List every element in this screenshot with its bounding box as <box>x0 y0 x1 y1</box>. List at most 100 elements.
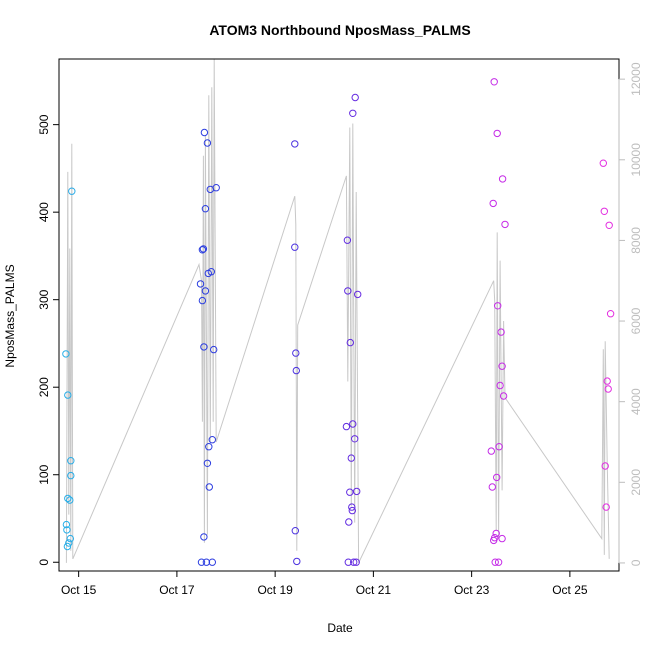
x-tick-label: Oct 23 <box>454 583 490 597</box>
x-tick-label: Oct 21 <box>356 583 392 597</box>
data-point <box>599 159 607 167</box>
y-tick-label: 200 <box>37 377 51 397</box>
data-point <box>498 175 507 183</box>
x-axis: Oct 15 Oct 17 Oct 19 Oct 21 Oct 23 Oct 25 <box>61 570 588 597</box>
data-point <box>198 296 207 305</box>
data-point <box>208 558 217 566</box>
data-point <box>342 422 351 431</box>
data-point <box>349 109 357 118</box>
plot-frame <box>58 58 620 572</box>
data-point <box>493 129 501 138</box>
y-axis-label: NposMass_PALMS <box>3 264 17 367</box>
line-series <box>65 58 610 564</box>
data-point <box>498 534 506 543</box>
data-point <box>601 462 609 470</box>
data-point <box>65 539 73 547</box>
x-tick-label: Oct 19 <box>257 583 293 597</box>
data-point <box>351 93 359 102</box>
x-tick-label: Oct 25 <box>552 583 588 597</box>
data-point <box>344 287 352 295</box>
data-point <box>201 205 210 213</box>
data-point <box>494 558 503 566</box>
data-point <box>604 385 612 393</box>
data-point <box>351 435 359 443</box>
data-point <box>496 381 504 390</box>
data-point <box>66 534 75 543</box>
point-series <box>62 78 615 566</box>
data-point <box>205 443 213 451</box>
data-point <box>64 494 72 503</box>
chart-title: ATOM3 Northbound NposMass_PALMS <box>209 22 470 38</box>
data-point <box>344 558 352 566</box>
data-point <box>63 542 72 551</box>
data-point <box>343 236 352 244</box>
x-tick-label: Oct 15 <box>61 583 97 597</box>
y2-tick-label: 6000 <box>629 307 643 334</box>
data-point <box>494 302 502 310</box>
data-point <box>208 436 217 444</box>
y2-tick-label: 8000 <box>629 227 643 254</box>
data-point <box>491 534 499 542</box>
data-point <box>495 443 503 451</box>
data-point <box>350 558 358 566</box>
data-point <box>349 420 357 428</box>
y2-tick-label: 0 <box>629 559 643 566</box>
data-point <box>493 473 501 482</box>
data-point <box>346 488 354 496</box>
y2-tick-label: 4000 <box>629 388 643 415</box>
data-point <box>68 187 76 195</box>
series-line <box>65 58 610 564</box>
data-point <box>203 459 212 467</box>
data-point <box>210 345 218 354</box>
data-point <box>346 338 354 347</box>
y-tick-label: 100 <box>37 464 51 484</box>
data-point <box>292 349 300 357</box>
y-tick-label: 0 <box>37 559 51 566</box>
data-point <box>291 140 299 148</box>
y-tick-label: 300 <box>37 289 51 309</box>
data-point <box>352 558 360 566</box>
x-axis-label: Date <box>327 621 353 635</box>
data-point <box>605 221 613 230</box>
y2-tick-label: 10000 <box>629 143 643 177</box>
data-point <box>200 533 208 541</box>
data-point <box>203 139 212 147</box>
y-tick-label: 400 <box>37 202 51 222</box>
data-point <box>292 366 300 375</box>
data-point <box>490 78 498 86</box>
data-point <box>207 268 216 276</box>
data-point <box>491 558 499 566</box>
data-point <box>600 207 608 216</box>
data-point <box>602 503 610 511</box>
data-point <box>489 199 497 208</box>
data-point <box>499 392 508 400</box>
data-point <box>498 362 506 370</box>
data-point <box>497 328 505 336</box>
data-point <box>212 184 220 192</box>
data-point <box>67 457 75 465</box>
data-point <box>64 391 72 399</box>
data-point <box>353 487 361 496</box>
data-point <box>200 128 209 137</box>
data-point <box>199 245 208 253</box>
data-point <box>347 454 355 462</box>
y-axis: 0 100 200 300 400 500 <box>37 114 60 566</box>
data-point <box>293 557 301 566</box>
y-tick-label: 500 <box>37 114 51 134</box>
data-point <box>66 496 74 504</box>
y2-tick-label: 2000 <box>629 469 643 496</box>
data-point <box>291 527 299 535</box>
data-point <box>62 350 70 358</box>
y2-tick-label: 12000 <box>629 62 643 96</box>
data-point <box>348 506 356 515</box>
data-point <box>606 310 615 318</box>
y2-axis: 0 2000 4000 6000 8000 10000 12000 <box>618 62 643 566</box>
data-point <box>205 483 214 491</box>
data-point <box>67 471 75 480</box>
data-point <box>200 343 208 351</box>
data-point <box>197 558 206 566</box>
x-tick-label: Oct 17 <box>159 583 195 597</box>
data-point <box>201 287 210 295</box>
data-point <box>501 220 509 229</box>
